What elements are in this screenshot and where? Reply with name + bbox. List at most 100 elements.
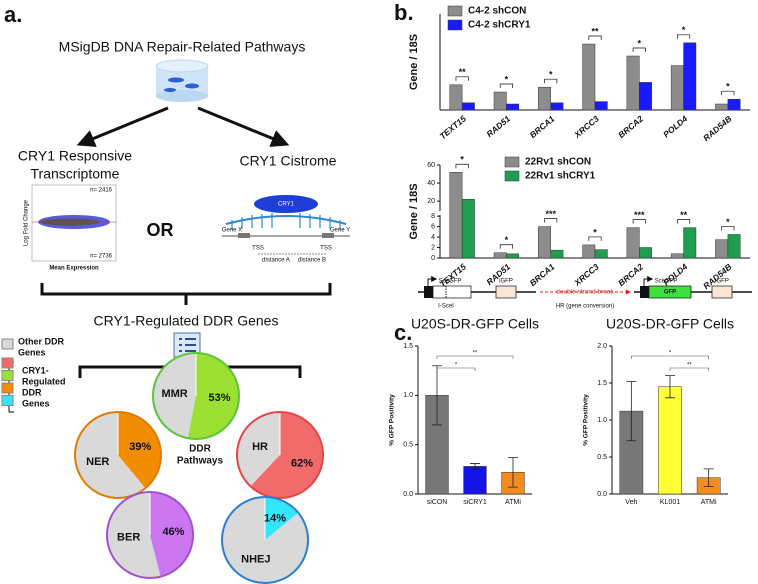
chart-title: U20S-DR-GFP Cells bbox=[411, 316, 539, 332]
pie-title: MMR bbox=[161, 388, 187, 400]
pie-title: NER bbox=[86, 456, 109, 468]
pie-border bbox=[74, 411, 162, 499]
bar bbox=[582, 43, 596, 111]
y-tick-label: 40 bbox=[427, 180, 435, 187]
significance-label: * bbox=[726, 217, 730, 227]
panel-c-diagram: SceGFP iGFP I-SceI double strand break H… bbox=[418, 276, 752, 310]
legend-label: Regulated bbox=[22, 376, 66, 386]
significance-bracket bbox=[499, 244, 513, 249]
bar bbox=[493, 91, 507, 111]
legend-label: CRY1- bbox=[22, 365, 49, 375]
significance-bracket bbox=[588, 35, 602, 40]
y-axis-label: Gene / 18S bbox=[408, 183, 420, 239]
y-axis-label: Gene / 18S bbox=[408, 34, 420, 90]
significance-bracket bbox=[669, 367, 709, 371]
significance-label: * bbox=[726, 82, 730, 92]
y-tick-label: 2 bbox=[431, 244, 435, 251]
y-tick-label: 0.0 bbox=[403, 491, 413, 498]
x-tick-label: BRCA2 bbox=[616, 113, 645, 140]
significance-bracket bbox=[588, 236, 602, 241]
bar bbox=[493, 252, 507, 259]
pie-value-label: 14% bbox=[264, 513, 286, 525]
bar bbox=[727, 234, 741, 259]
legend-swatch bbox=[1, 395, 14, 406]
x-tick-label: POLD4 bbox=[661, 113, 689, 139]
significance-bracket bbox=[677, 219, 691, 224]
significance-bracket bbox=[721, 226, 735, 231]
bar bbox=[461, 102, 475, 111]
significance-bracket bbox=[455, 76, 469, 81]
legend-swatch bbox=[1, 382, 14, 394]
legend-swatch bbox=[447, 19, 463, 31]
significance-bracket bbox=[632, 47, 646, 52]
legend-label: Genes bbox=[22, 398, 50, 408]
legend-label: 22Rv1 shCRY1 bbox=[525, 171, 596, 182]
cistrome-plot: CRY1 Gene X Gene Y TSS TSS distance A di… bbox=[222, 195, 350, 264]
bar bbox=[715, 239, 729, 259]
bar bbox=[582, 244, 596, 259]
y-tick-label: 0.0 bbox=[597, 491, 607, 498]
bar bbox=[670, 65, 684, 111]
significance-label: * bbox=[455, 363, 458, 369]
label: SceGFP bbox=[439, 279, 462, 285]
bar bbox=[506, 253, 520, 259]
panel-label: c. bbox=[394, 320, 412, 345]
legend-label: Genes bbox=[18, 347, 46, 357]
x-tick-label: ATMi bbox=[701, 499, 717, 506]
label: CRY1-Regulated DDR Genes bbox=[94, 313, 279, 329]
x-tick-label: BRCA2 bbox=[616, 261, 645, 288]
pie-value-label: 62% bbox=[291, 458, 313, 470]
significance-label: * bbox=[638, 38, 642, 48]
bar bbox=[463, 466, 487, 495]
legend-swatch bbox=[447, 5, 463, 17]
panel-label: a. bbox=[4, 2, 22, 27]
significance-bracket bbox=[631, 355, 709, 359]
bar bbox=[670, 253, 684, 259]
bar bbox=[639, 82, 652, 111]
chart-title: U20S-DR-GFP Cells bbox=[606, 316, 734, 332]
pie-slice bbox=[118, 412, 161, 489]
y-tick-label: 1.5 bbox=[403, 343, 413, 350]
pie-border bbox=[106, 491, 194, 579]
significance-label: * bbox=[505, 235, 509, 245]
x-tick-label: ATMi bbox=[505, 499, 521, 506]
bar bbox=[538, 226, 551, 259]
significance-bracket bbox=[677, 34, 691, 39]
bar bbox=[626, 55, 640, 111]
bar bbox=[626, 227, 640, 259]
legend-swatch bbox=[1, 338, 14, 350]
error-bar bbox=[432, 365, 442, 426]
panel-a: MSigDB DNA Repair-Related Pathways CRY1 … bbox=[8, 39, 350, 467]
tss: TSS bbox=[320, 246, 332, 252]
label: I-SceI bbox=[438, 304, 454, 310]
y-tick-label: 0.5 bbox=[597, 454, 607, 461]
y-tick-label: 1.0 bbox=[597, 417, 607, 424]
gene: Gene Y bbox=[330, 228, 350, 234]
y-tick-label: 1.0 bbox=[403, 392, 413, 399]
pie-title: HR bbox=[252, 441, 268, 453]
y-tick-label: 0.5 bbox=[403, 442, 413, 449]
significance-bracket bbox=[721, 90, 735, 96]
bar bbox=[449, 171, 463, 259]
significance-label: ** bbox=[473, 351, 478, 357]
x-tick-label: RAD51 bbox=[484, 113, 512, 139]
title: MSigDB DNA Repair-Related Pathways bbox=[59, 39, 306, 55]
bar bbox=[550, 249, 564, 259]
count: n= 2416 bbox=[90, 188, 113, 194]
y-tick-label: 60 bbox=[427, 162, 435, 169]
significance-bracket bbox=[544, 78, 558, 84]
pie-title: NHEJ bbox=[241, 553, 270, 565]
y-tick-label: 0 bbox=[431, 255, 435, 262]
legend-label: Other DDR bbox=[18, 336, 65, 346]
bar bbox=[594, 249, 608, 259]
gene: Gene X bbox=[222, 228, 242, 234]
bracket bbox=[40, 283, 332, 305]
tss: TSS bbox=[252, 246, 264, 252]
label: Pathways bbox=[177, 456, 224, 467]
y-tick-label: 6 bbox=[431, 223, 435, 230]
x-tick-label: siCON bbox=[427, 499, 448, 506]
error-bar bbox=[508, 457, 518, 488]
pie-value-label: 39% bbox=[129, 441, 151, 453]
label: CRY1 Cistrome bbox=[240, 153, 337, 169]
